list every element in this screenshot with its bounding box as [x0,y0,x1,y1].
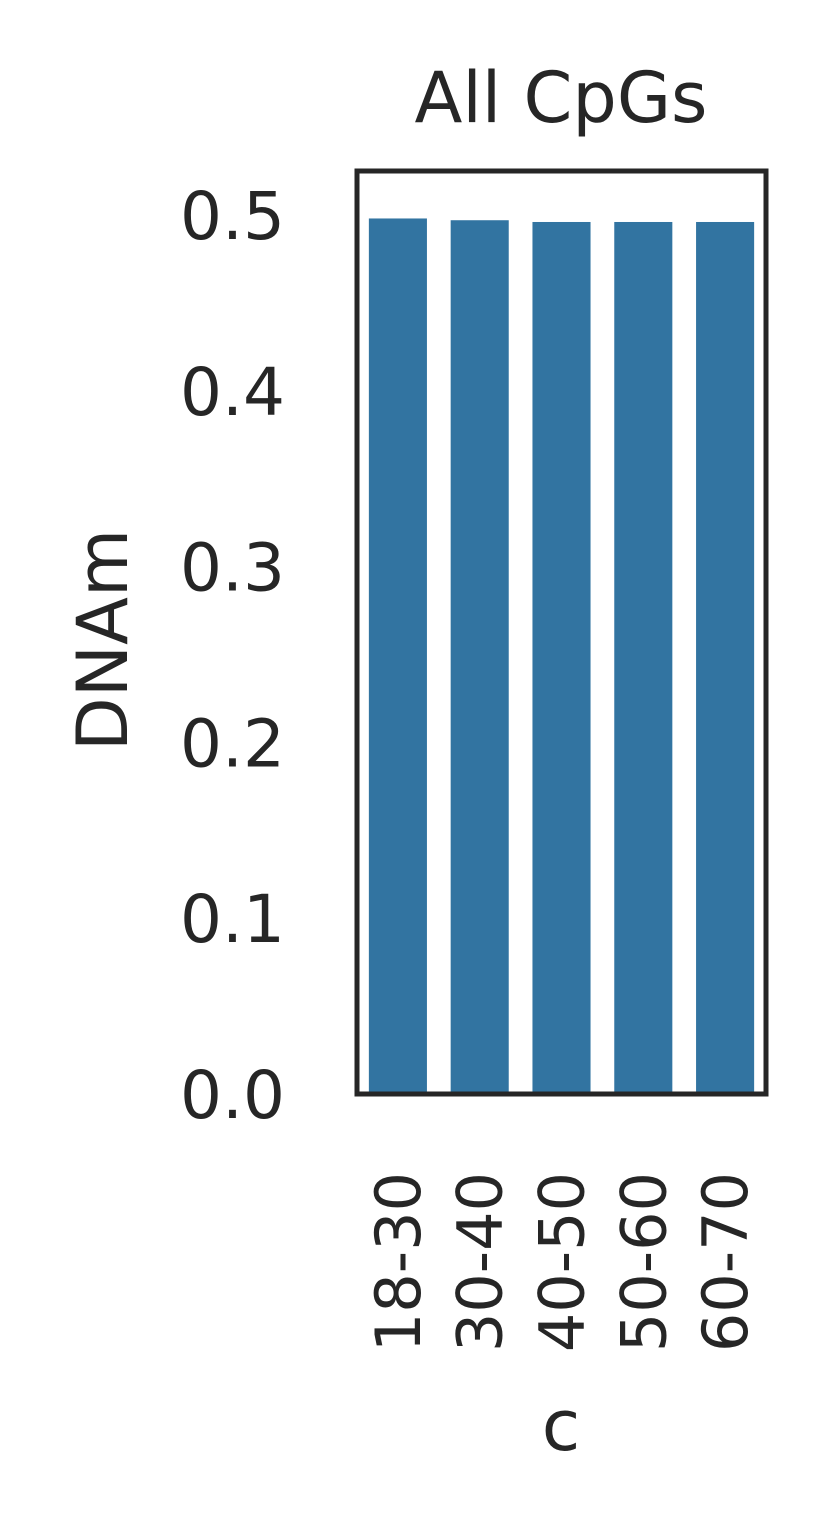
bar-60-70 [696,221,755,1095]
bar-50-60 [614,221,673,1095]
x-tick-label: 60-70 [689,1172,762,1352]
y-tick-label: 0.1 [180,881,285,958]
bar-40-50 [532,221,591,1095]
bar-30-40 [450,220,509,1094]
y-axis-label: DNAm [62,529,144,751]
x-tick-label: 40-50 [526,1172,599,1352]
x-tick-label: 50-60 [607,1172,680,1352]
bar-18-30 [368,218,427,1094]
plot-frame [354,168,769,1097]
y-tick-label: 0.0 [180,1057,285,1134]
x-tick-label: 18-30 [362,1172,435,1352]
x-axis-label: c [542,1385,581,1467]
y-tick-label: 0.3 [180,530,285,607]
y-tick-label: 0.5 [180,178,285,255]
bars-group [368,218,755,1095]
y-tick-label: 0.2 [180,705,285,782]
x-tick-label: 30-40 [444,1172,517,1352]
x-tick-labels: 18-30 30-40 40-50 50-60 60-70 [362,1172,762,1352]
y-tick-labels: 0.0 0.1 0.2 0.3 0.4 0.5 [180,178,285,1134]
chart-title: All CpGs [414,57,707,139]
y-tick-label: 0.4 [180,354,285,431]
